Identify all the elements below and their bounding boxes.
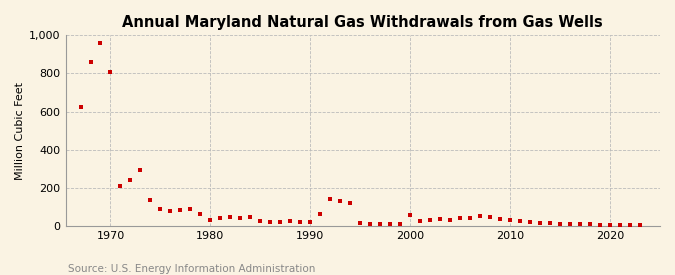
Point — [265, 220, 276, 224]
Point — [415, 219, 426, 223]
Point — [235, 216, 246, 221]
Point — [605, 223, 616, 227]
Point — [75, 105, 86, 109]
Point — [595, 223, 605, 227]
Point — [295, 220, 306, 224]
Point — [515, 219, 526, 223]
Point — [225, 215, 236, 219]
Point — [165, 208, 176, 213]
Point — [634, 223, 645, 227]
Point — [425, 218, 435, 222]
Point — [455, 216, 466, 221]
Point — [435, 217, 446, 221]
Point — [365, 222, 376, 226]
Point — [205, 218, 216, 222]
Point — [505, 218, 516, 222]
Point — [535, 221, 545, 225]
Point — [375, 222, 385, 226]
Text: Source: U.S. Energy Information Administration: Source: U.S. Energy Information Administ… — [68, 264, 315, 274]
Point — [524, 220, 535, 224]
Point — [445, 218, 456, 222]
Point — [485, 215, 495, 219]
Point — [355, 221, 366, 225]
Point — [315, 211, 326, 216]
Point — [335, 199, 346, 203]
Point — [155, 207, 166, 211]
Point — [555, 222, 566, 226]
Point — [385, 222, 396, 226]
Point — [495, 217, 506, 221]
Point — [85, 60, 96, 65]
Point — [175, 208, 186, 212]
Point — [195, 211, 206, 216]
Point — [615, 223, 626, 227]
Title: Annual Maryland Natural Gas Withdrawals from Gas Wells: Annual Maryland Natural Gas Withdrawals … — [122, 15, 603, 30]
Point — [135, 167, 146, 172]
Point — [585, 222, 595, 227]
Point — [125, 178, 136, 182]
Point — [325, 197, 335, 201]
Point — [545, 221, 556, 225]
Point — [305, 220, 316, 224]
Point — [395, 222, 406, 226]
Point — [574, 222, 585, 226]
Point — [115, 184, 126, 188]
Point — [565, 222, 576, 226]
Point — [255, 219, 266, 223]
Point — [405, 213, 416, 218]
Y-axis label: Million Cubic Feet: Million Cubic Feet — [15, 82, 25, 180]
Point — [624, 223, 635, 227]
Point — [285, 219, 296, 223]
Point — [475, 214, 485, 219]
Point — [345, 201, 356, 205]
Point — [105, 69, 116, 74]
Point — [465, 216, 476, 221]
Point — [215, 216, 226, 221]
Point — [185, 207, 196, 211]
Point — [95, 41, 106, 45]
Point — [275, 220, 286, 224]
Point — [245, 215, 256, 219]
Point — [145, 198, 156, 202]
